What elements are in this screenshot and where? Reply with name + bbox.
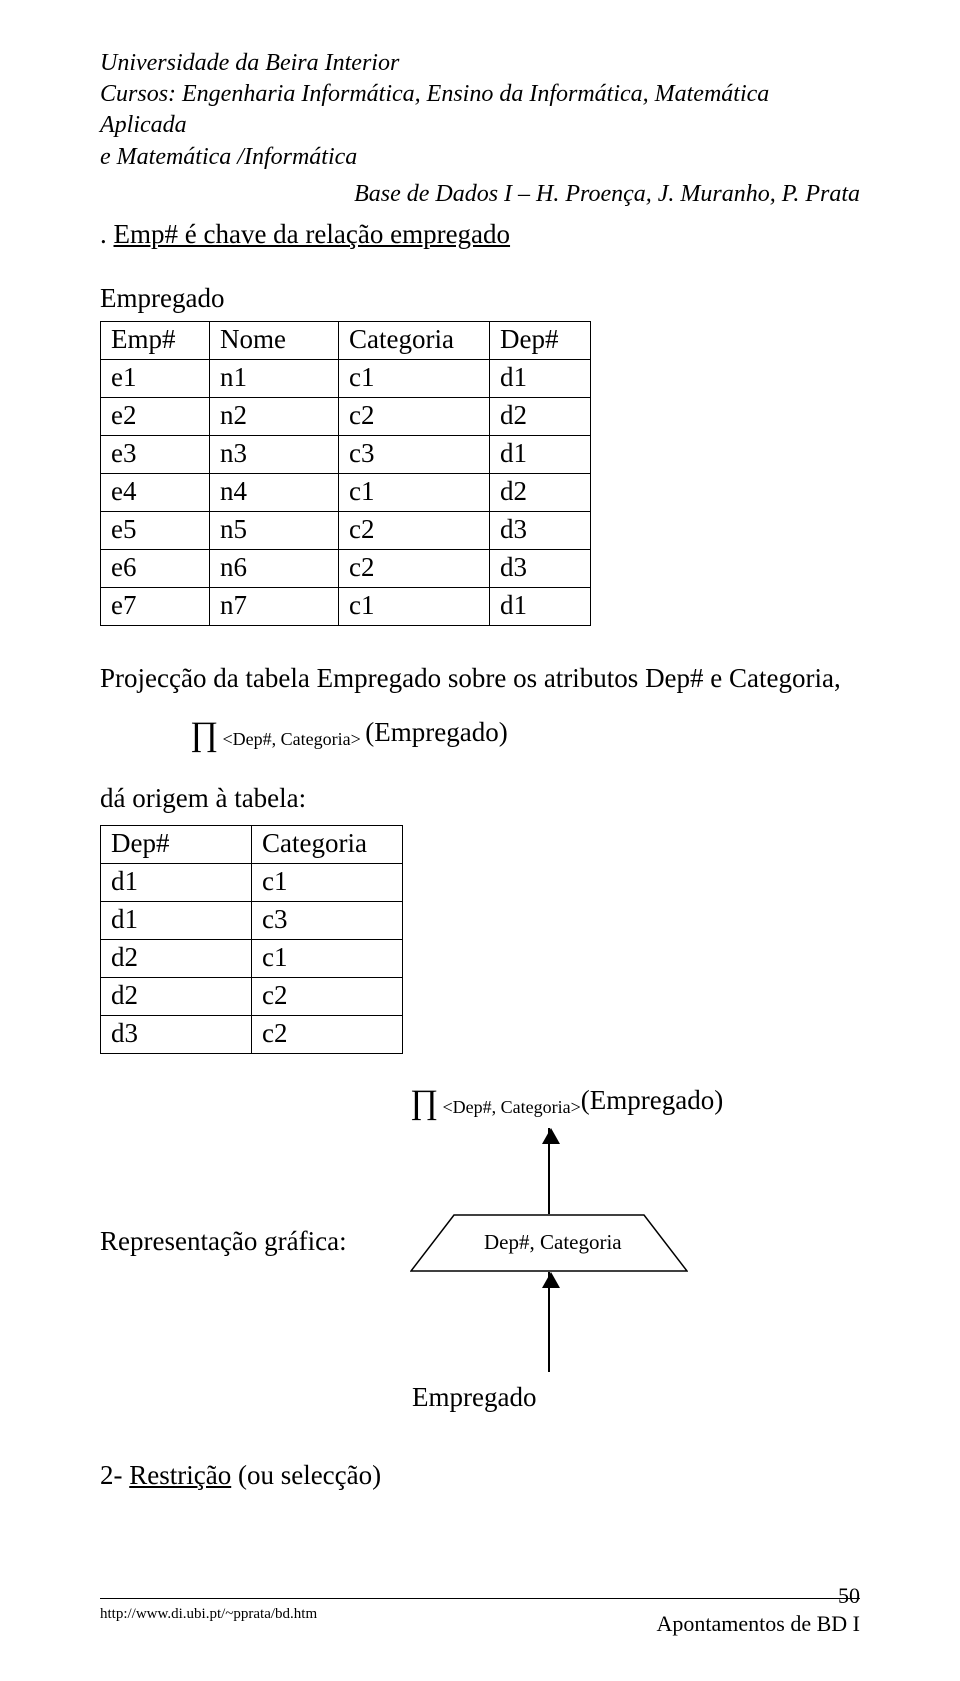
table-row: e6 n6 c2 d3 [101, 549, 591, 587]
col-header-categoria: Categoria [252, 825, 403, 863]
projection-formula: ∏ <Dep#, Categoria> (Empregado) [190, 716, 860, 754]
header-line-3: e Matemática /Informática [100, 142, 860, 173]
diagram-area: ∏ <Dep#, Categoria>(Empregado) Dep#, Cat… [100, 1062, 860, 1542]
formula-argument-right: (Empregado) [581, 1085, 723, 1115]
header-line-2: Cursos: Engenharia Informática, Ensino d… [100, 79, 860, 141]
cell: c2 [339, 549, 490, 587]
empregado-label: Empregado [412, 1382, 536, 1413]
arrow-up-icon [548, 1272, 550, 1372]
cell: e1 [101, 359, 210, 397]
table1-title: Empregado [100, 280, 860, 316]
cell: e2 [101, 397, 210, 435]
cell: d3 [490, 511, 591, 549]
cell: c1 [339, 359, 490, 397]
cell: d2 [490, 473, 591, 511]
restriction-underlined: Restrição [129, 1460, 231, 1490]
table-header-row: Emp# Nome Categoria Dep# [101, 321, 591, 359]
footer-right: 50 Apontamentos de BD I [657, 1582, 860, 1639]
footer-page-number: 50 [657, 1582, 860, 1611]
projection-formula-right: ∏ <Dep#, Categoria>(Empregado) [410, 1084, 723, 1122]
cell: d1 [490, 359, 591, 397]
cell: c3 [339, 435, 490, 473]
cell: n4 [210, 473, 339, 511]
table-header-row: Dep# Categoria [101, 825, 403, 863]
representation-label: Representação gráfica: [100, 1226, 347, 1257]
footer-label: Apontamentos de BD I [657, 1610, 860, 1639]
cell: e3 [101, 435, 210, 473]
cell: c2 [252, 977, 403, 1015]
table-row: e1 n1 c1 d1 [101, 359, 591, 397]
pi-operator-icon: ∏ [410, 1084, 438, 1121]
footer-url: http://www.di.ubi.pt/~pprata/bd.htm [100, 1606, 317, 1623]
cell: c1 [339, 587, 490, 625]
cell: d2 [101, 977, 252, 1015]
cell: e6 [101, 549, 210, 587]
cell: d2 [490, 397, 591, 435]
cell: d1 [101, 863, 252, 901]
cell: d3 [101, 1015, 252, 1053]
page-container: Universidade da Beira Interior Cursos: E… [0, 0, 960, 1681]
restriction-heading: 2- Restrição (ou selecção) [100, 1460, 381, 1491]
formula-subscript: <Dep#, Categoria> [218, 729, 365, 749]
formula-argument: (Empregado) [365, 717, 507, 747]
table-row: d3 c2 [101, 1015, 403, 1053]
table-row: e5 n5 c2 d3 [101, 511, 591, 549]
cell: c1 [339, 473, 490, 511]
cell: e7 [101, 587, 210, 625]
col-header-emp: Emp# [101, 321, 210, 359]
table-row: e4 n4 c1 d2 [101, 473, 591, 511]
trapezoid-label: Dep#, Categoria [484, 1230, 622, 1255]
header-block: Universidade da Beira Interior Cursos: E… [100, 48, 860, 208]
statement-underlined: Emp# é chave da relação empregado [114, 219, 511, 249]
cell: c1 [252, 863, 403, 901]
col-header-dep: Dep# [101, 825, 252, 863]
cell: d2 [101, 939, 252, 977]
col-header-nome: Nome [210, 321, 339, 359]
table-row: d2 c1 [101, 939, 403, 977]
cell: n2 [210, 397, 339, 435]
restriction-suffix: (ou selecção) [231, 1460, 381, 1490]
cell: d1 [490, 435, 591, 473]
table-row: e2 n2 c2 d2 [101, 397, 591, 435]
statement-line: . Emp# é chave da relação empregado [100, 216, 860, 252]
header-line-1: Universidade da Beira Interior [100, 48, 860, 79]
cell: c2 [339, 511, 490, 549]
cell: c2 [252, 1015, 403, 1053]
cell: c2 [339, 397, 490, 435]
cell: n5 [210, 511, 339, 549]
pi-operator-icon: ∏ [190, 716, 218, 753]
formula-subscript-right: <Dep#, Categoria> [438, 1097, 581, 1117]
cell: e5 [101, 511, 210, 549]
col-header-categoria: Categoria [339, 321, 490, 359]
col-header-dep: Dep# [490, 321, 591, 359]
cell: e4 [101, 473, 210, 511]
projection-text: Projecção da tabela Empregado sobre os a… [100, 660, 860, 696]
table-row: d1 c1 [101, 863, 403, 901]
table-row: e3 n3 c3 d1 [101, 435, 591, 473]
cell: d1 [490, 587, 591, 625]
empregado-table: Emp# Nome Categoria Dep# e1 n1 c1 d1 e2 … [100, 321, 591, 626]
cell: d3 [490, 549, 591, 587]
origin-text: dá origem à tabela: [100, 780, 860, 816]
table-row: d1 c3 [101, 901, 403, 939]
table-row: d2 c2 [101, 977, 403, 1015]
result-table: Dep# Categoria d1 c1 d1 c3 d2 c1 d2 c2 d… [100, 825, 403, 1054]
cell: n7 [210, 587, 339, 625]
restriction-prefix: 2- [100, 1460, 129, 1490]
arrow-up-icon [548, 1128, 550, 1214]
header-line-right: Base de Dados I – H. Proença, J. Muranho… [100, 181, 860, 208]
cell: n1 [210, 359, 339, 397]
cell: n6 [210, 549, 339, 587]
cell: d1 [101, 901, 252, 939]
cell: n3 [210, 435, 339, 473]
cell: c1 [252, 939, 403, 977]
cell: c3 [252, 901, 403, 939]
statement-dot: . [100, 219, 114, 249]
table-row: e7 n7 c1 d1 [101, 587, 591, 625]
